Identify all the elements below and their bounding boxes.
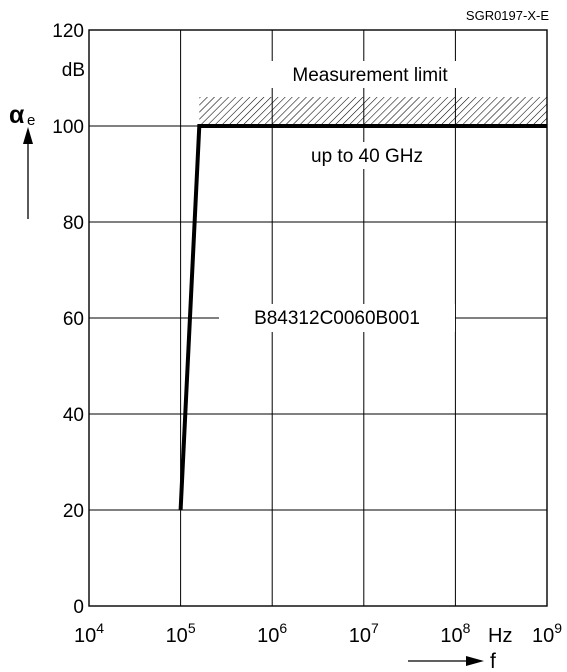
- measurement-limit-label: Measurement limit: [292, 65, 448, 86]
- x-tick-label: 108: [440, 620, 470, 647]
- x-axis-arrowhead: [466, 656, 484, 666]
- x-tick-label: 109: [532, 620, 562, 647]
- y-tick-label: 100: [52, 117, 84, 138]
- x-tick-label: 107: [349, 620, 379, 647]
- y-axis-subscript: e: [27, 112, 35, 129]
- y-axis-arrowhead: [23, 127, 33, 144]
- x-tick-label: 105: [166, 620, 196, 647]
- y-tick-label: 40: [63, 405, 84, 426]
- doc-code: SGR0197-X-E: [466, 8, 549, 23]
- y-tick-label: 120: [52, 21, 84, 42]
- x-axis-label: f: [408, 650, 496, 672]
- measurement-limit-note: up to 40 GHz: [311, 146, 423, 167]
- y-tick-label: 60: [63, 309, 84, 330]
- x-tick-label: 106: [257, 620, 287, 647]
- y-tick-label: 20: [63, 501, 84, 522]
- series-label: B84312C0060B001: [254, 308, 420, 329]
- y-tick-label: 80: [63, 213, 84, 234]
- y-axis-unit: dB: [62, 60, 85, 81]
- y-tick-labels: 0 20 40 60 80 100 120: [52, 21, 84, 618]
- y-axis-label: α e: [9, 101, 35, 219]
- x-tick-label: 104: [74, 620, 104, 647]
- x-axis-unit: Hz: [488, 625, 512, 647]
- y-tick-label: 0: [73, 597, 84, 618]
- y-axis-symbol: α: [9, 101, 25, 129]
- x-axis-symbol: f: [490, 650, 496, 672]
- measurement-limit-hatch: [199, 97, 547, 126]
- measurement-limit-area: [199, 97, 547, 126]
